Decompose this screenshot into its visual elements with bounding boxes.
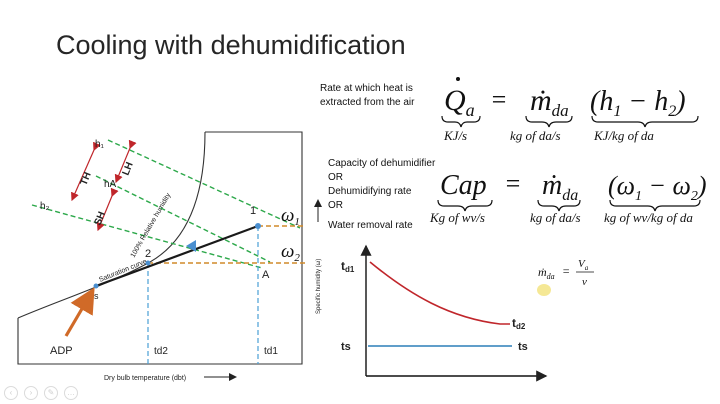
label-ts-right: ts — [518, 341, 528, 353]
label-td1-start: td1 — [341, 259, 355, 274]
adp-arrow — [64, 287, 95, 337]
label-lh: LH — [121, 161, 136, 177]
point-2 — [145, 260, 151, 266]
x-axis-label: Dry bulb temperature (dbt) — [104, 375, 186, 382]
process-direction-marker — [186, 240, 196, 252]
label-point-s: s — [94, 291, 99, 301]
eq2-humidity-brace — [609, 199, 701, 212]
process-line — [95, 224, 259, 288]
saturation-curve — [17, 131, 206, 319]
eq3-denominator: v — [582, 276, 587, 288]
label-td2: td2 — [154, 346, 168, 357]
temperature-decay-curve — [369, 261, 510, 325]
eq1-description-line2: extracted from the air — [320, 97, 415, 108]
label-point-2: 2 — [145, 248, 151, 260]
eq1-equals: = — [490, 85, 508, 114]
eq2-humidity-diff: (ω1 − ω2) — [608, 171, 707, 204]
eq3-lhs: ṁda — [538, 265, 555, 281]
eq1-lhs-brace — [441, 115, 481, 128]
eq1-description-line1: Rate at which heat is — [320, 83, 413, 94]
point-s — [93, 283, 99, 289]
psychrometric-chart: h₁ hA h₂ TH LH SH 100% Relative humidity… — [17, 131, 322, 382]
eq1-lhs: Qa — [444, 84, 475, 120]
cooling-curve-plot: td1 td2 ts ts — [341, 244, 548, 382]
page-title: Cooling with dehumidification — [56, 30, 406, 60]
label-h2: h₂ — [40, 201, 50, 212]
equation-mass-flow: ṁda = Va v — [537, 258, 594, 296]
eq2-lhs-unit: Kg of wv/s — [429, 210, 485, 225]
eq1-enthalpy-brace — [591, 115, 699, 128]
label-adp: ADP — [50, 345, 73, 357]
eq2-desc-1: OR — [328, 172, 343, 183]
eq1-lhs-unit: KJ/s — [443, 128, 467, 143]
prev-slide-icon[interactable]: ‹ — [4, 386, 18, 400]
eq3-numerator: Va — [578, 258, 589, 272]
label-hA: hA — [104, 179, 117, 190]
eq2-desc-0: Capacity of dehumidifier — [328, 158, 436, 169]
label-omega1: ω1 — [281, 205, 300, 228]
label-h1: h₁ — [95, 139, 105, 150]
label-sh: SH — [93, 210, 108, 227]
eq2-mass-brace — [537, 199, 581, 212]
next-slide-icon[interactable]: › — [24, 386, 38, 400]
cursor-highlight — [537, 284, 551, 296]
eq2-lhs: Cap — [440, 170, 487, 201]
eq2-humidity-unit: kg of wv/kg of da — [604, 210, 693, 225]
eq1-dot — [456, 77, 460, 81]
equation-heat-rate: Rate at which heat is extracted from the… — [320, 77, 699, 143]
label-th: TH — [79, 171, 94, 187]
eq2-desc-2: Dehumidifying rate — [328, 186, 412, 197]
point-1 — [255, 223, 261, 229]
eq2-desc-4: Water removal rate — [328, 220, 413, 231]
label-omega2: ω2 — [281, 241, 300, 264]
enthalpy-line-h1 — [107, 139, 301, 229]
pen-icon[interactable]: ✎ — [44, 386, 58, 400]
eq1-enthalpy-diff: (h1 − h2) — [590, 86, 686, 120]
label-ts-left: ts — [341, 341, 351, 353]
chart-frame — [17, 131, 303, 365]
slide-navigation[interactable]: ‹ › ✎ … — [4, 386, 78, 400]
label-saturation-curve: Saturation curve — [98, 258, 148, 284]
enthalpy-line-hA — [95, 175, 271, 263]
sh-arrow — [96, 187, 119, 232]
eq2-desc-3: OR — [328, 200, 343, 211]
th-arrow — [71, 141, 101, 202]
label-td1: td1 — [264, 346, 278, 357]
label-point-1: 1 — [250, 205, 256, 217]
eq3-equals: = — [562, 264, 570, 278]
eq2-equals: = — [504, 169, 522, 198]
eq2-mass-unit: kg of da/s — [530, 210, 581, 225]
label-point-a: A — [262, 269, 270, 281]
eq2-lhs-brace — [437, 199, 493, 212]
eq1-enthalpy-unit: KJ/kg of da — [593, 128, 654, 143]
label-td2-end: td2 — [512, 316, 526, 331]
y-axis-label: Specific humidity (ω) — [316, 259, 322, 314]
lh-arrow — [114, 139, 137, 184]
eq2-mass-flow: ṁda — [542, 170, 578, 204]
equation-capacity: Capacity of dehumidifier OR Dehumidifyin… — [328, 158, 707, 231]
eq1-mass-flow: ṁda — [530, 84, 569, 120]
eq1-mass-brace — [525, 115, 573, 128]
eq1-mass-unit: kg of da/s — [510, 128, 561, 143]
menu-icon[interactable]: … — [64, 386, 78, 400]
